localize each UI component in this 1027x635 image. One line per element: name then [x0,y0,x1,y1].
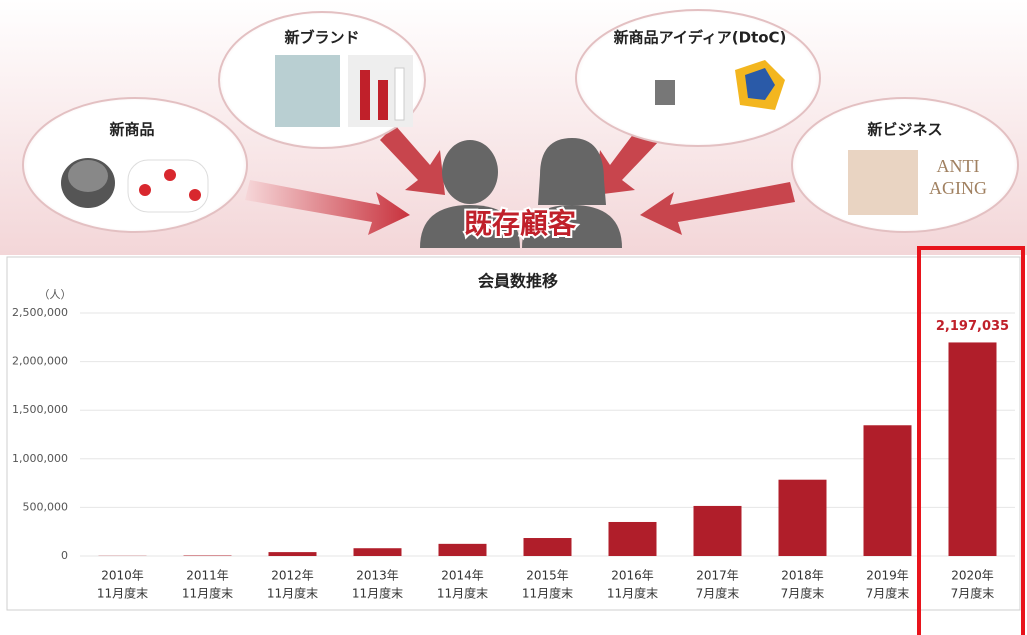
x-tick-label: 2017年 [696,569,739,583]
x-tick-sublabel: 11月度末 [267,586,318,601]
x-tick-sublabel: 11月度末 [607,586,658,601]
y-axis-label: （人） [39,288,72,301]
bubble-title: 新ビジネス [867,121,942,139]
x-tick-sublabel: 7月度末 [781,586,825,601]
x-tick-sublabel: 11月度末 [182,586,233,601]
bubble-title: 新商品アイディア(DtoC) [614,29,787,47]
x-tick-label: 2014年 [441,569,484,583]
y-tick-label: 500,000 [23,500,69,513]
bar [609,522,657,556]
x-tick-sublabel: 11月度末 [97,586,148,601]
x-tick-label: 2020年 [951,569,994,583]
bar [439,544,487,556]
image-text: AGING [929,178,987,198]
bar [524,538,572,556]
bar [694,506,742,556]
target-label: 既存顧客 [464,207,577,240]
x-tick-sublabel: 11月度末 [352,586,403,601]
bubble-title: 新商品 [109,121,154,139]
bar [354,548,402,556]
x-tick-label: 2011年 [186,569,229,583]
x-tick-sublabel: 7月度末 [951,586,995,601]
bubble-title: 新ブランド [284,29,359,47]
x-tick-sublabel: 11月度末 [437,586,488,601]
bar [269,552,317,556]
x-tick-label: 2018年 [781,569,824,583]
x-tick-label: 2019年 [866,569,909,583]
x-tick-label: 2013年 [356,569,399,583]
page: 新商品 新ブランド 新商品アイディア(DtoC) 新ビジネス ANTI AGIN… [0,0,1027,635]
x-tick-label: 2016年 [611,569,654,583]
value-label: 2,197,035 [936,319,1009,334]
y-tick-label: 2,000,000 [12,355,68,368]
x-tick-label: 2010年 [101,569,144,583]
x-tick-sublabel: 7月度末 [866,586,910,601]
y-tick-label: 0 [61,549,68,562]
chart-title: 会員数推移 [478,272,558,291]
bar [864,425,912,556]
y-tick-label: 1,000,000 [12,452,68,465]
y-tick-label: 2,500,000 [12,306,68,319]
bar [949,342,997,556]
x-tick-label: 2012年 [271,569,314,583]
bar [779,480,827,556]
x-tick-sublabel: 11月度末 [522,586,573,601]
image-text: ANTI [937,156,980,176]
x-tick-sublabel: 7月度末 [696,586,740,601]
x-tick-label: 2015年 [526,569,569,583]
y-tick-label: 1,500,000 [12,403,68,416]
